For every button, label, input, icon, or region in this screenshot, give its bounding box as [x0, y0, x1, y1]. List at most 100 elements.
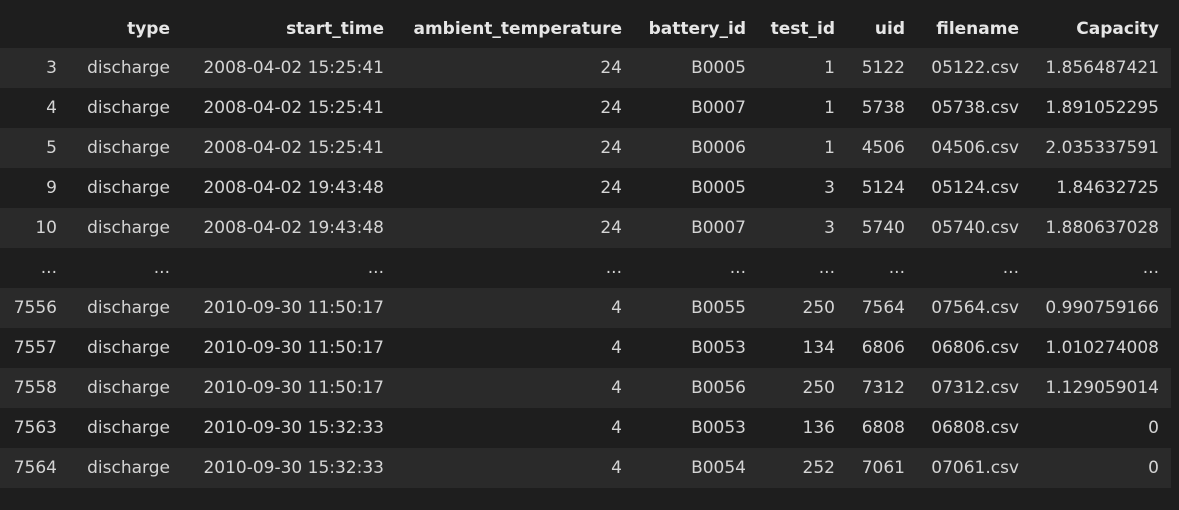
table-row: 5 discharge 2008-04-02 15:25:41 24 B0006… — [0, 128, 1171, 168]
cell-start-time: 2010-09-30 15:32:33 — [203, 418, 384, 438]
cell-test-id: 1 — [824, 98, 835, 118]
cell-ambient-temperature: ... — [605, 258, 622, 278]
cell-battery-id: B0007 — [691, 218, 746, 238]
cell-uid: 6808 — [861, 418, 905, 438]
column-header-uid: uid — [847, 10, 917, 48]
cell-filename: 06808.csv — [931, 418, 1019, 438]
cell-battery-id: B0053 — [691, 338, 746, 358]
row-index: 9 — [46, 178, 57, 198]
cell-battery-id: B0005 — [691, 178, 746, 198]
column-header-filename: filename — [917, 10, 1031, 48]
cell-type: discharge — [87, 338, 170, 358]
row-index: 3 — [46, 58, 57, 78]
cell-capacity: 1.891052295 — [1045, 98, 1159, 118]
cell-filename: 04506.csv — [931, 138, 1019, 158]
cell-ambient-temperature: 4 — [611, 458, 622, 478]
cell-test-id: 136 — [802, 418, 835, 438]
cell-capacity: ... — [1142, 258, 1159, 278]
cell-filename: 05740.csv — [931, 218, 1019, 238]
cell-test-id: 252 — [802, 458, 835, 478]
cell-test-id: 134 — [802, 338, 835, 358]
column-header-battery-id: battery_id — [634, 10, 758, 48]
cell-start-time: 2008-04-02 19:43:48 — [203, 178, 384, 198]
row-index: 7563 — [13, 418, 57, 438]
row-index: 7564 — [13, 458, 57, 478]
cell-test-id: 250 — [802, 298, 835, 318]
cell-ambient-temperature: 4 — [611, 298, 622, 318]
cell-test-id: 1 — [824, 58, 835, 78]
row-index: 10 — [35, 218, 57, 238]
table-row: 7558 discharge 2010-09-30 11:50:17 4 B00… — [0, 368, 1171, 408]
cell-uid: ... — [888, 258, 905, 278]
cell-uid: 5740 — [861, 218, 905, 238]
cell-start-time: 2010-09-30 11:50:17 — [203, 378, 384, 398]
row-index: 7558 — [13, 378, 57, 398]
cell-type: discharge — [87, 418, 170, 438]
cell-battery-id: B0053 — [691, 418, 746, 438]
table-row: 9 discharge 2008-04-02 19:43:48 24 B0005… — [0, 168, 1171, 208]
cell-filename: 06806.csv — [931, 338, 1019, 358]
cell-filename: 07312.csv — [931, 378, 1019, 398]
cell-filename: 05122.csv — [931, 58, 1019, 78]
cell-battery-id: B0005 — [691, 58, 746, 78]
cell-start-time: 2008-04-02 15:25:41 — [203, 98, 384, 118]
cell-type: discharge — [87, 218, 170, 238]
dataframe-table: type start_time ambient_temperature batt… — [0, 10, 1171, 488]
table-row: 7564 discharge 2010-09-30 15:32:33 4 B00… — [0, 448, 1171, 488]
cell-test-id: 1 — [824, 138, 835, 158]
row-index: 7557 — [13, 338, 57, 358]
cell-battery-id: B0055 — [691, 298, 746, 318]
row-index: 7556 — [13, 298, 57, 318]
cell-ambient-temperature: 4 — [611, 378, 622, 398]
cell-start-time: 2010-09-30 11:50:17 — [203, 338, 384, 358]
column-header-type: type — [69, 10, 182, 48]
cell-battery-id: B0007 — [691, 98, 746, 118]
table-row: 10 discharge 2008-04-02 19:43:48 24 B000… — [0, 208, 1171, 248]
cell-uid: 5124 — [861, 178, 905, 198]
cell-ambient-temperature: 24 — [600, 58, 622, 78]
cell-test-id: ... — [818, 258, 835, 278]
cell-battery-id: B0054 — [691, 458, 746, 478]
row-index: 5 — [46, 138, 57, 158]
cell-uid: 6806 — [861, 338, 905, 358]
cell-uid: 7564 — [861, 298, 905, 318]
column-header-start-time: start_time — [182, 10, 396, 48]
cell-uid: 7312 — [861, 378, 905, 398]
table-row: 7557 discharge 2010-09-30 11:50:17 4 B00… — [0, 328, 1171, 368]
cell-type: discharge — [87, 58, 170, 78]
cell-ambient-temperature: 24 — [600, 138, 622, 158]
cell-uid: 4506 — [861, 138, 905, 158]
cell-ambient-temperature: 4 — [611, 338, 622, 358]
cell-ambient-temperature: 4 — [611, 418, 622, 438]
cell-capacity: 2.035337591 — [1045, 138, 1159, 158]
cell-start-time: 2008-04-02 15:25:41 — [203, 138, 384, 158]
table-row: 3 discharge 2008-04-02 15:25:41 24 B0005… — [0, 48, 1171, 88]
cell-uid: 7061 — [861, 458, 905, 478]
cell-filename: 07564.csv — [931, 298, 1019, 318]
cell-test-id: 3 — [824, 218, 835, 238]
cell-type: ... — [153, 258, 170, 278]
cell-start-time: 2008-04-02 15:25:41 — [203, 58, 384, 78]
cell-capacity: 1.129059014 — [1045, 378, 1159, 398]
cell-battery-id: B0006 — [691, 138, 746, 158]
ellipsis-row: ... ... ... ... ... ... ... ... ... — [0, 248, 1171, 288]
cell-capacity: 1.880637028 — [1045, 218, 1159, 238]
cell-filename: ... — [1002, 258, 1019, 278]
cell-capacity: 0 — [1148, 418, 1159, 438]
table-row: 7556 discharge 2010-09-30 11:50:17 4 B00… — [0, 288, 1171, 328]
cell-type: discharge — [87, 378, 170, 398]
cell-type: discharge — [87, 98, 170, 118]
row-index: 4 — [46, 98, 57, 118]
cell-battery-id: ... — [729, 258, 746, 278]
cell-capacity: 1.856487421 — [1045, 58, 1159, 78]
column-header-test-id: test_id — [758, 10, 847, 48]
cell-start-time: 2010-09-30 11:50:17 — [203, 298, 384, 318]
cell-uid: 5122 — [861, 58, 905, 78]
cell-type: discharge — [87, 178, 170, 198]
table-row: 4 discharge 2008-04-02 15:25:41 24 B0007… — [0, 88, 1171, 128]
cell-type: discharge — [87, 138, 170, 158]
cell-filename: 05738.csv — [931, 98, 1019, 118]
row-index: ... — [40, 258, 57, 278]
cell-capacity: 1.84632725 — [1056, 178, 1159, 198]
cell-start-time: ... — [367, 258, 384, 278]
